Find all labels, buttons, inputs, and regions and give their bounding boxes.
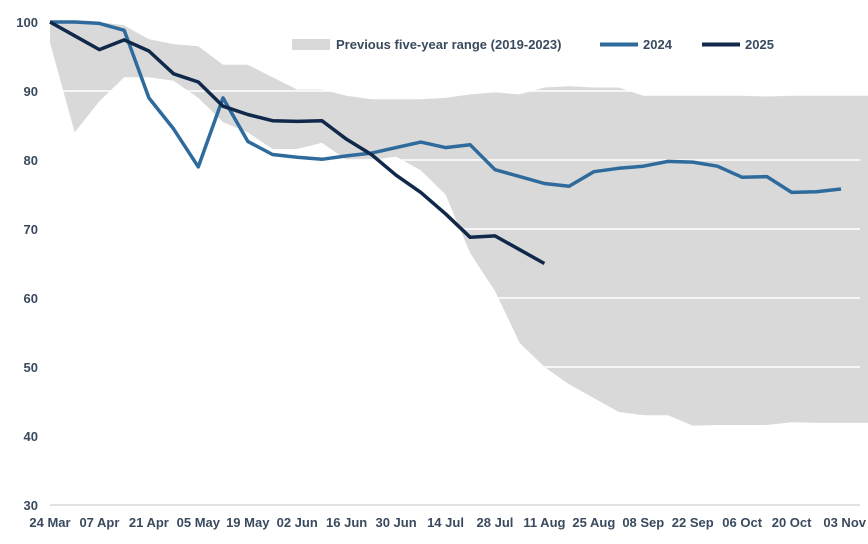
legend-label-range: Previous five-year range (2019-2023) (336, 37, 561, 52)
x-tick-label: 03 Nov (823, 515, 866, 530)
range-area (50, 22, 868, 426)
x-tick-label: 02 Jun (277, 515, 318, 530)
y-tick-70: 70 (24, 222, 38, 237)
y-tick-90: 90 (24, 84, 38, 99)
x-tick-label: 11 Aug (523, 515, 565, 530)
series-lines (49, 20, 842, 266)
y-tick-50: 50 (24, 360, 38, 375)
legend-label-2024: 2024 (643, 37, 673, 52)
x-tick-label: 25 Aug (572, 515, 615, 530)
y-tick-30: 30 (24, 498, 38, 513)
y-tick-60: 60 (24, 291, 38, 306)
x-tick-label: 30 Jun (375, 515, 416, 530)
y-tick-80: 80 (24, 153, 38, 168)
legend: Previous five-year range (2019-2023) 202… (292, 37, 774, 52)
legend-label-2025: 2025 (745, 37, 774, 52)
x-tick-label: 08 Sep (622, 515, 664, 530)
five-year-range-area (50, 22, 868, 426)
x-tick-label: 19 May (226, 515, 270, 530)
legend-swatch-range (292, 39, 330, 50)
x-tick-label: 20 Oct (772, 515, 812, 530)
y-axis: 30 40 50 60 70 80 90 100 (16, 15, 38, 513)
series-line-2025 (49, 20, 546, 266)
x-tick-label: 05 May (177, 515, 221, 530)
x-tick-label: 14 Jul (427, 515, 464, 530)
y-tick-100: 100 (16, 15, 38, 30)
x-tick-label: 21 Apr (129, 515, 169, 530)
x-tick-label: 07 Apr (79, 515, 119, 530)
x-tick-label: 28 Jul (477, 515, 514, 530)
y-tick-40: 40 (24, 429, 38, 444)
x-tick-label: 24 Mar (29, 515, 70, 530)
gridlines (50, 21, 860, 506)
x-axis: 24 Mar 07 Apr 21 Apr 05 May 19 May 02 Jun 16 J… (29, 515, 866, 530)
x-tick-label: 06 Oct (722, 515, 762, 530)
x-tick-label: 22 Sep (672, 515, 714, 530)
x-tick-label: 16 Jun (326, 515, 367, 530)
series-line-2024 (50, 20, 842, 195)
